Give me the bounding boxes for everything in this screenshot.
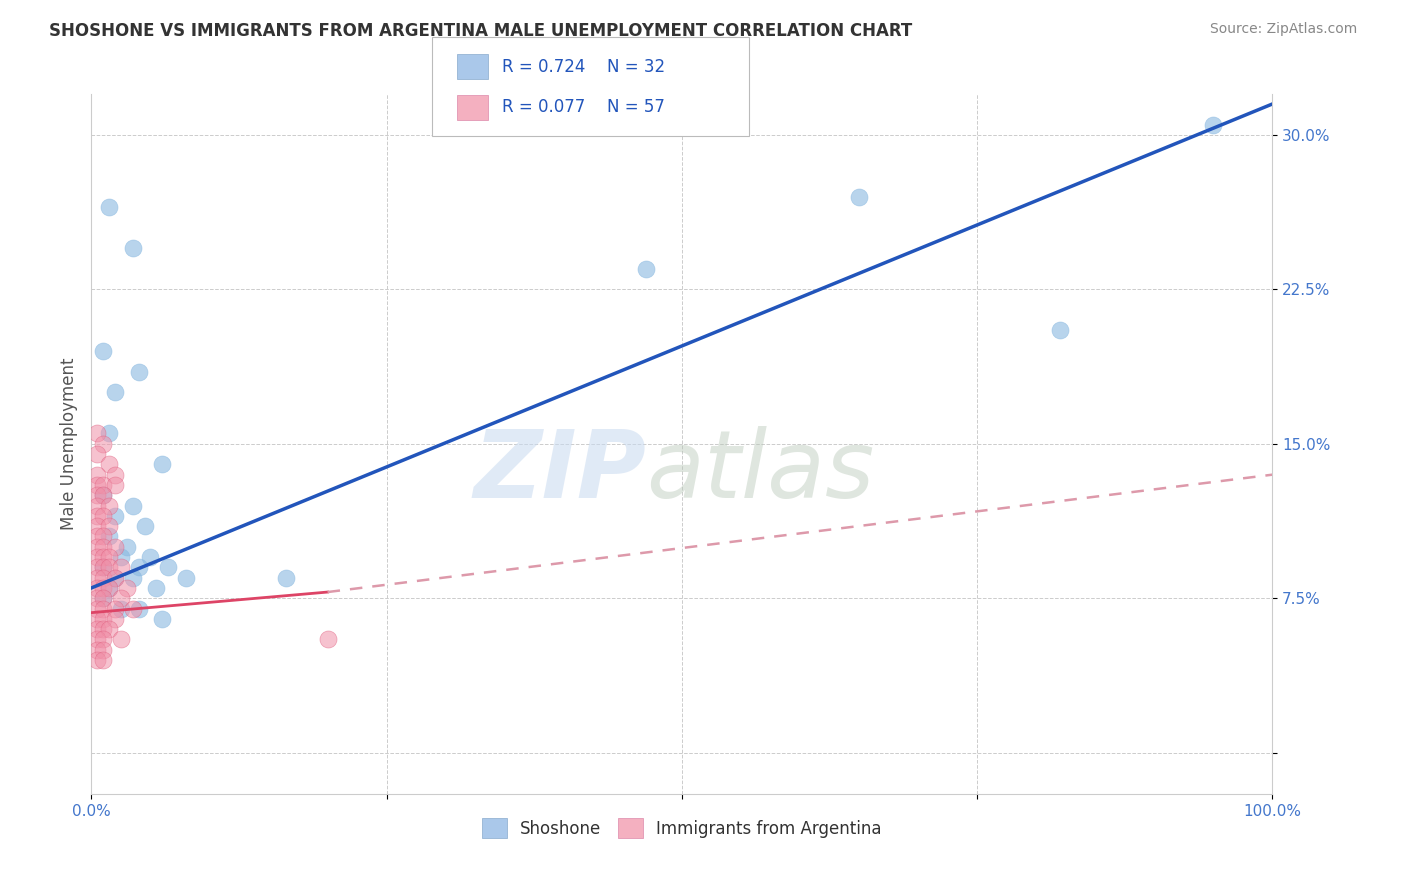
Point <box>104 571 127 585</box>
Point <box>110 591 132 606</box>
Point <box>1202 118 1225 132</box>
Point <box>134 519 156 533</box>
Point <box>104 385 127 400</box>
Point <box>115 540 138 554</box>
Point <box>86 519 108 533</box>
Point <box>104 571 127 585</box>
Point <box>86 540 108 554</box>
Point <box>91 601 114 615</box>
Point <box>86 426 108 441</box>
Point <box>91 488 114 502</box>
Point <box>98 499 121 513</box>
Point <box>848 189 870 203</box>
Point <box>98 519 121 533</box>
Point <box>91 642 114 657</box>
Point <box>98 581 121 595</box>
Point <box>110 632 132 647</box>
Point <box>91 508 114 523</box>
Point <box>91 571 114 585</box>
Point <box>104 478 127 492</box>
Text: SHOSHONE VS IMMIGRANTS FROM ARGENTINA MALE UNEMPLOYMENT CORRELATION CHART: SHOSHONE VS IMMIGRANTS FROM ARGENTINA MA… <box>49 22 912 40</box>
Point <box>121 241 143 255</box>
Text: N = 32: N = 32 <box>607 58 665 76</box>
Point <box>121 499 143 513</box>
Point <box>91 591 114 606</box>
Point <box>150 458 173 472</box>
Point <box>91 622 114 636</box>
Point <box>86 581 108 595</box>
Point <box>91 478 114 492</box>
Point <box>104 467 127 482</box>
Point <box>110 549 132 564</box>
Point <box>110 560 132 574</box>
Point <box>157 560 180 574</box>
Point <box>104 508 127 523</box>
Point <box>104 540 127 554</box>
Text: R = 0.077: R = 0.077 <box>502 98 585 116</box>
Text: R = 0.724: R = 0.724 <box>502 58 585 76</box>
Point <box>91 653 114 667</box>
Point <box>86 529 108 543</box>
Point <box>98 560 121 574</box>
Point <box>145 581 167 595</box>
Point <box>128 560 150 574</box>
Point <box>316 632 339 647</box>
Point <box>91 540 114 554</box>
Point <box>98 581 121 595</box>
Point <box>86 447 108 461</box>
Point <box>86 488 108 502</box>
Point <box>98 529 121 543</box>
Point <box>91 560 114 574</box>
Point <box>636 261 658 276</box>
Point <box>91 488 114 502</box>
Point <box>91 612 114 626</box>
Point <box>98 622 121 636</box>
Point <box>86 467 108 482</box>
Text: atlas: atlas <box>647 426 875 517</box>
Point <box>121 601 143 615</box>
Point <box>104 612 127 626</box>
Point <box>174 571 197 585</box>
Point <box>115 581 138 595</box>
Point <box>86 642 108 657</box>
Point <box>86 478 108 492</box>
Point <box>91 560 114 574</box>
Point <box>110 601 132 615</box>
Text: ZIP: ZIP <box>474 425 647 517</box>
Point <box>86 612 108 626</box>
Point <box>98 200 121 214</box>
Point <box>86 601 108 615</box>
Point <box>91 549 114 564</box>
Point <box>98 426 121 441</box>
Text: N = 57: N = 57 <box>607 98 665 116</box>
Point <box>91 437 114 451</box>
Y-axis label: Male Unemployment: Male Unemployment <box>59 358 77 530</box>
Point <box>86 622 108 636</box>
Point <box>86 508 108 523</box>
Point <box>98 458 121 472</box>
Legend: Shoshone, Immigrants from Argentina: Shoshone, Immigrants from Argentina <box>475 812 889 845</box>
Point <box>91 632 114 647</box>
Point <box>86 571 108 585</box>
Point <box>91 344 114 359</box>
Point <box>86 560 108 574</box>
Point <box>1049 324 1071 338</box>
Point <box>139 549 162 564</box>
Point <box>128 601 150 615</box>
Point <box>128 365 150 379</box>
Point <box>91 581 114 595</box>
Point <box>86 653 108 667</box>
Point <box>98 549 121 564</box>
Point <box>276 571 298 585</box>
Point <box>91 591 114 606</box>
Point <box>86 499 108 513</box>
Point <box>91 529 114 543</box>
Point <box>86 632 108 647</box>
Point <box>86 591 108 606</box>
Point <box>104 601 127 615</box>
Point <box>86 549 108 564</box>
Point <box>121 571 143 585</box>
Point <box>150 612 173 626</box>
Text: Source: ZipAtlas.com: Source: ZipAtlas.com <box>1209 22 1357 37</box>
